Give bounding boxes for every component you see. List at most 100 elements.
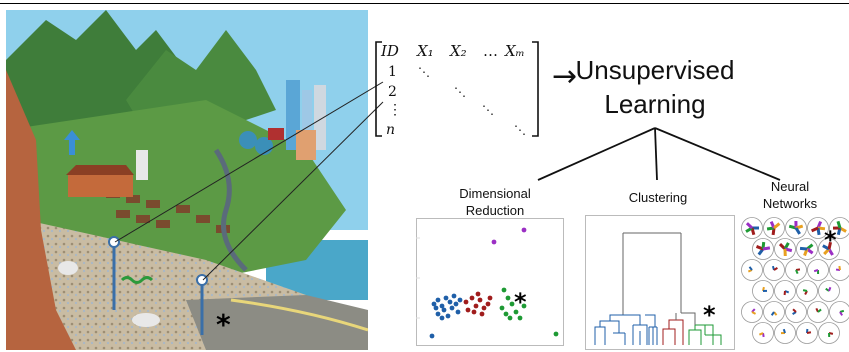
som-weight-glyph [758,332,764,336]
rock [58,261,78,275]
branch-label-neural: Neural [770,179,810,194]
scatter-point [521,227,527,233]
asterisk-marker: * [514,288,527,316]
scatter-point [503,311,509,317]
mountain-left [6,10,206,150]
scatter-point [429,333,435,339]
scatter-point [465,307,471,313]
som-panel: * [741,217,849,344]
matrix-ddots: ⋱ [482,103,494,117]
scatter-point [463,299,469,305]
scatter-point [439,315,445,321]
well-right [196,274,208,335]
scatter-point [509,301,515,307]
scatter-point [473,303,479,309]
scatter-point [435,311,441,317]
branch-label-reduction: Reduction [465,203,525,218]
som-weight-glyph [762,246,771,251]
scatter-point [445,313,451,319]
scatter-point [499,305,505,311]
title-line-2: Learning [604,89,706,119]
asterisk-marker: * [216,308,231,341]
matrix-header-ellipsis: … [483,42,498,60]
som-weight-glyph [773,267,778,271]
som-weight-glyph [751,311,757,315]
matrix-ddots: ⋱ [514,123,526,137]
scatter-point [433,305,439,311]
title-line-1: Unsupervised [575,55,735,85]
som-weight-glyph [828,286,832,292]
scatter-point [449,305,455,311]
scatter-point [475,291,481,297]
matrix-ddots: ⋱ [454,85,466,99]
rock [132,313,160,327]
som-weight-glyph [782,328,786,334]
matrix-header-xm: Xₘ [504,42,525,60]
branch-label-networks: Networks [762,196,818,211]
matrix-ddots: ⋱ [418,65,430,79]
som-weight-glyph [773,222,781,230]
matrix-header-id: ID [380,42,399,60]
scatter-point [505,295,511,301]
scatter-point [553,331,559,337]
matrix-row-2: 2 [388,84,397,100]
scatter-point [487,295,493,301]
river [213,148,248,272]
scatter-point [521,303,527,309]
matrix-row-n: n [386,122,395,138]
som-weight-glyph [792,308,797,313]
scatter-point [455,309,461,315]
scatter-point [491,239,497,245]
scatter-point [443,295,449,301]
city-skyline [286,80,326,160]
som-weight-glyph [802,289,808,292]
well-left [108,236,120,310]
bedrock [186,295,368,350]
scatter-point [477,297,483,303]
scatter-point [431,301,437,307]
som-weight-glyph [794,227,801,235]
som-weight-glyph [838,265,841,271]
branch-label-clustering: Clustering [628,190,688,205]
barn [68,175,133,197]
asterisk-marker: * [703,301,716,329]
top-rule [0,3,849,4]
som-weight-glyph [817,308,822,313]
scatter-point [507,315,513,321]
som-weight-glyph [839,311,844,316]
scatter-point [481,305,487,311]
right-bracket [532,41,539,137]
som-weight-glyph [806,331,812,334]
squiggle [120,276,154,284]
cluster-blue [594,314,658,345]
matrix-row-vdots: ⋮ [388,102,402,118]
som-weight-glyph [770,311,775,316]
matrix-header-x2: X₂ [449,42,467,60]
som-weight-glyph [811,226,819,233]
soil-cliff [6,70,76,350]
scatter-point [517,315,523,321]
branch-label-dimensional: Dimensional [459,186,531,201]
left-bracket [375,41,382,137]
scatter-point [485,301,491,307]
scatter-point [469,295,475,301]
scatter-point [439,303,445,309]
scatter-point [479,311,485,317]
matrix-header-x1: X₁ [416,42,434,60]
scatter-panel: * [416,218,564,346]
scatter-point [453,301,459,307]
blue-arrow-icon [64,130,80,155]
som-node [829,301,849,323]
som-weight-glyph [748,266,753,271]
cluster-green [688,324,722,345]
som-weight-glyph [799,246,808,251]
scatter-point [435,297,441,303]
som-weight-glyph [836,220,842,229]
groundwater-landscape-illustration: * [6,10,368,350]
som-weight-glyph [795,269,799,275]
matrix-row-1: 1 [388,64,397,80]
som-weight-glyph [745,222,754,230]
scatter-point [513,309,519,315]
boundary-line [230,298,368,332]
